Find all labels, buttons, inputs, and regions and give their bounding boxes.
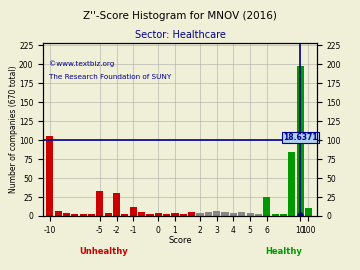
Bar	[280, 214, 287, 216]
Bar	[55, 211, 62, 216]
Text: Healthy: Healthy	[266, 247, 302, 256]
Bar	[163, 214, 170, 216]
Bar	[305, 208, 312, 216]
Bar	[88, 214, 95, 216]
Bar	[130, 207, 137, 216]
Bar	[46, 136, 53, 216]
Bar	[113, 193, 120, 216]
Bar	[171, 213, 179, 216]
Bar	[247, 213, 253, 216]
X-axis label: Score: Score	[168, 236, 192, 245]
Text: Unhealthy: Unhealthy	[79, 247, 128, 256]
Bar	[121, 214, 129, 216]
Bar	[238, 212, 245, 216]
Bar	[71, 214, 78, 216]
Y-axis label: Number of companies (670 total): Number of companies (670 total)	[9, 66, 18, 193]
Bar	[147, 214, 153, 216]
Text: Z''-Score Histogram for MNOV (2016): Z''-Score Histogram for MNOV (2016)	[83, 11, 277, 21]
Bar	[188, 212, 195, 216]
Bar	[96, 191, 103, 216]
Bar	[230, 213, 237, 216]
Bar	[271, 214, 279, 216]
Bar	[255, 214, 262, 216]
Text: 18.6371: 18.6371	[283, 133, 318, 142]
Bar	[263, 197, 270, 216]
Bar	[105, 213, 112, 216]
Text: The Research Foundation of SUNY: The Research Foundation of SUNY	[49, 74, 171, 80]
Bar	[155, 213, 162, 216]
Bar	[221, 212, 229, 216]
Bar	[80, 214, 87, 216]
Text: Sector: Healthcare: Sector: Healthcare	[135, 30, 225, 40]
Bar	[138, 212, 145, 216]
Bar	[213, 211, 220, 216]
Bar	[297, 66, 304, 216]
Text: ©www.textbiz.org: ©www.textbiz.org	[49, 60, 114, 67]
Bar	[63, 213, 70, 216]
Bar	[288, 151, 295, 216]
Bar	[180, 214, 187, 216]
Bar	[205, 212, 212, 216]
Bar	[197, 213, 203, 216]
